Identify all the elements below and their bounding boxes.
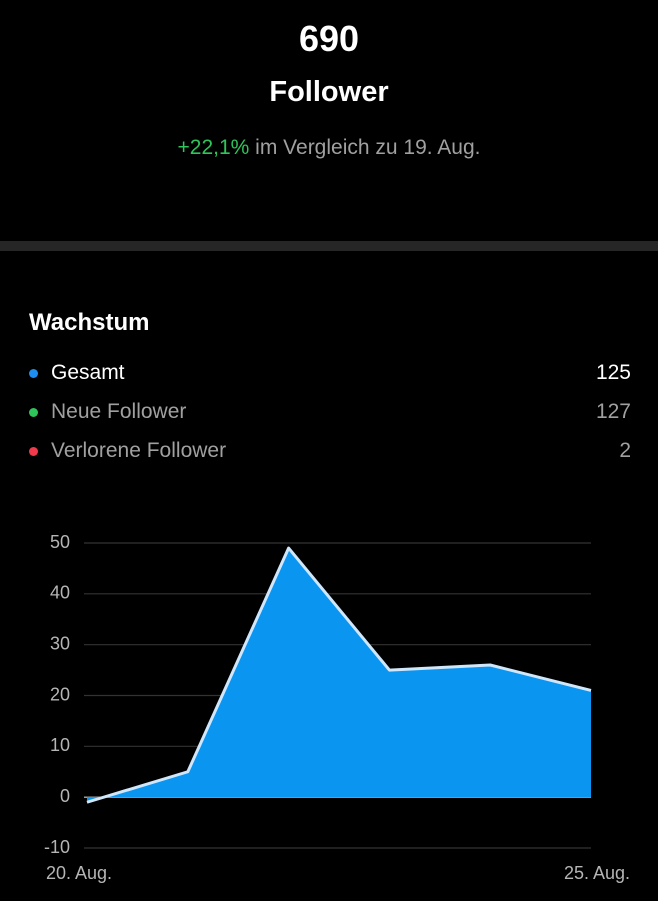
legend-label: Neue Follower [51, 400, 187, 423]
legend-value: 125 [595, 361, 631, 384]
area-line [86, 546, 592, 804]
legend-value: 2 [619, 439, 631, 462]
x-tick-label: 20. Aug. [46, 863, 112, 883]
legend-row: Verlorene Follower 2 [29, 436, 631, 466]
legend-dot [29, 368, 38, 378]
y-tick-label: 0 [60, 786, 70, 806]
section-title: Wachstum [29, 309, 150, 336]
y-tick-label: 40 [50, 583, 70, 603]
y-tick-label: 20 [50, 684, 70, 704]
legend-dot [29, 407, 38, 417]
area-fill [87, 548, 591, 803]
chart: -10 0 10 20 30 40 50 20. Aug. 25. Aug. [44, 532, 630, 883]
y-tick-label: 50 [50, 532, 70, 552]
y-tick-label: 10 [50, 735, 70, 755]
separator [0, 241, 658, 251]
legend-row: Neue Follower 127 [29, 397, 631, 427]
follower-label: Follower [269, 76, 389, 108]
y-tick-label: 30 [50, 633, 70, 653]
legend-value: 127 [595, 400, 631, 423]
comparison: +22,1% im Vergleich zu 19. Aug. [0, 136, 658, 160]
legend-row: Gesamt 125 [29, 358, 631, 388]
change: +22,1% [177, 136, 250, 159]
comparison-text: im Vergleich zu 19. Aug. [255, 136, 481, 159]
legend-dot [29, 446, 38, 456]
x-tick-label: 25. Aug. [564, 863, 630, 883]
legend-label: Gesamt [51, 361, 125, 384]
y-tick-label: -10 [44, 837, 70, 857]
follower-count: 690 [298, 18, 360, 59]
legend-label: Verlorene Follower [51, 439, 227, 462]
